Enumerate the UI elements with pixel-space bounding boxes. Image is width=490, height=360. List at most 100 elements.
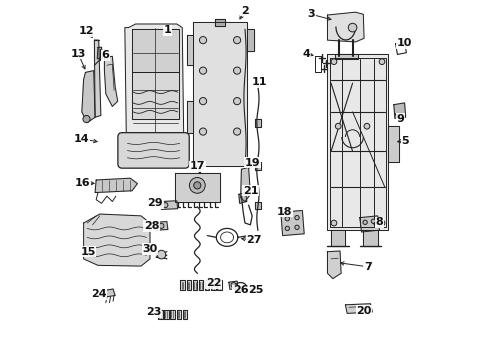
Polygon shape bbox=[199, 280, 203, 291]
Text: 20: 20 bbox=[356, 306, 372, 316]
Polygon shape bbox=[327, 12, 364, 42]
Polygon shape bbox=[331, 230, 345, 246]
FancyBboxPatch shape bbox=[118, 133, 189, 168]
Circle shape bbox=[379, 59, 385, 64]
Polygon shape bbox=[255, 162, 261, 170]
Polygon shape bbox=[125, 24, 184, 167]
Polygon shape bbox=[175, 173, 220, 202]
Polygon shape bbox=[335, 54, 358, 59]
Text: 5: 5 bbox=[401, 136, 409, 145]
Polygon shape bbox=[104, 56, 118, 107]
Circle shape bbox=[83, 116, 90, 123]
Polygon shape bbox=[281, 211, 304, 235]
Circle shape bbox=[159, 224, 164, 228]
Polygon shape bbox=[241, 167, 250, 202]
Polygon shape bbox=[164, 310, 169, 319]
Text: 1: 1 bbox=[164, 26, 172, 35]
Polygon shape bbox=[95, 178, 137, 193]
Polygon shape bbox=[255, 119, 261, 127]
Text: 10: 10 bbox=[397, 38, 412, 48]
Polygon shape bbox=[389, 126, 399, 162]
Polygon shape bbox=[84, 214, 150, 266]
Circle shape bbox=[285, 226, 290, 230]
Text: 4: 4 bbox=[303, 49, 311, 59]
Text: 21: 21 bbox=[243, 186, 258, 196]
Polygon shape bbox=[327, 251, 341, 279]
Polygon shape bbox=[345, 304, 372, 314]
Text: 2: 2 bbox=[241, 6, 249, 16]
Text: 27: 27 bbox=[246, 235, 262, 245]
Circle shape bbox=[285, 217, 290, 221]
Text: 23: 23 bbox=[146, 307, 161, 317]
Polygon shape bbox=[215, 19, 225, 26]
Polygon shape bbox=[176, 310, 181, 319]
Text: 16: 16 bbox=[75, 178, 91, 188]
Circle shape bbox=[199, 128, 207, 135]
Text: 7: 7 bbox=[364, 262, 372, 272]
Circle shape bbox=[190, 177, 205, 193]
Polygon shape bbox=[193, 22, 247, 166]
Polygon shape bbox=[171, 310, 175, 319]
Circle shape bbox=[295, 216, 299, 220]
Text: 28: 28 bbox=[144, 221, 160, 231]
Circle shape bbox=[348, 23, 357, 32]
Polygon shape bbox=[104, 289, 115, 297]
Polygon shape bbox=[394, 103, 406, 118]
Polygon shape bbox=[364, 230, 378, 246]
Polygon shape bbox=[360, 216, 379, 232]
Polygon shape bbox=[187, 280, 191, 291]
Circle shape bbox=[231, 283, 236, 288]
Polygon shape bbox=[247, 30, 254, 51]
Circle shape bbox=[363, 220, 368, 225]
Circle shape bbox=[194, 182, 201, 189]
Text: 19: 19 bbox=[245, 158, 261, 168]
Polygon shape bbox=[155, 222, 168, 230]
Polygon shape bbox=[161, 201, 177, 210]
Text: 12: 12 bbox=[79, 26, 94, 36]
Text: 24: 24 bbox=[91, 289, 106, 299]
Circle shape bbox=[379, 220, 385, 226]
Circle shape bbox=[199, 67, 207, 74]
Text: 11: 11 bbox=[251, 77, 267, 87]
Circle shape bbox=[157, 250, 166, 259]
Circle shape bbox=[234, 128, 241, 135]
Text: 29: 29 bbox=[147, 198, 163, 208]
Text: 8: 8 bbox=[376, 217, 383, 227]
Circle shape bbox=[335, 123, 341, 129]
Circle shape bbox=[199, 98, 207, 105]
Text: 17: 17 bbox=[190, 161, 205, 171]
Text: 6: 6 bbox=[101, 50, 109, 60]
Polygon shape bbox=[255, 202, 261, 210]
Text: 13: 13 bbox=[71, 49, 86, 59]
Text: 25: 25 bbox=[248, 285, 264, 296]
Polygon shape bbox=[180, 280, 185, 291]
Polygon shape bbox=[183, 310, 187, 319]
Text: 3: 3 bbox=[308, 9, 315, 19]
Polygon shape bbox=[97, 47, 102, 59]
Polygon shape bbox=[239, 193, 247, 203]
Polygon shape bbox=[217, 280, 221, 291]
Circle shape bbox=[331, 59, 337, 64]
Circle shape bbox=[234, 98, 241, 105]
Polygon shape bbox=[82, 71, 95, 123]
Polygon shape bbox=[327, 54, 389, 230]
Text: 18: 18 bbox=[277, 207, 292, 217]
Polygon shape bbox=[229, 281, 238, 289]
Polygon shape bbox=[211, 280, 216, 291]
Polygon shape bbox=[193, 280, 197, 291]
Circle shape bbox=[295, 225, 299, 229]
Polygon shape bbox=[187, 101, 193, 134]
Circle shape bbox=[234, 37, 241, 44]
Text: 22: 22 bbox=[206, 278, 221, 288]
Circle shape bbox=[364, 123, 370, 129]
Polygon shape bbox=[132, 72, 179, 119]
Polygon shape bbox=[95, 40, 101, 117]
Text: 9: 9 bbox=[396, 114, 404, 124]
Text: 14: 14 bbox=[74, 134, 90, 144]
Polygon shape bbox=[158, 310, 163, 319]
Text: 30: 30 bbox=[142, 244, 158, 254]
Text: 15: 15 bbox=[80, 247, 96, 257]
Circle shape bbox=[234, 67, 241, 74]
Text: 26: 26 bbox=[233, 285, 248, 296]
Polygon shape bbox=[132, 30, 179, 72]
